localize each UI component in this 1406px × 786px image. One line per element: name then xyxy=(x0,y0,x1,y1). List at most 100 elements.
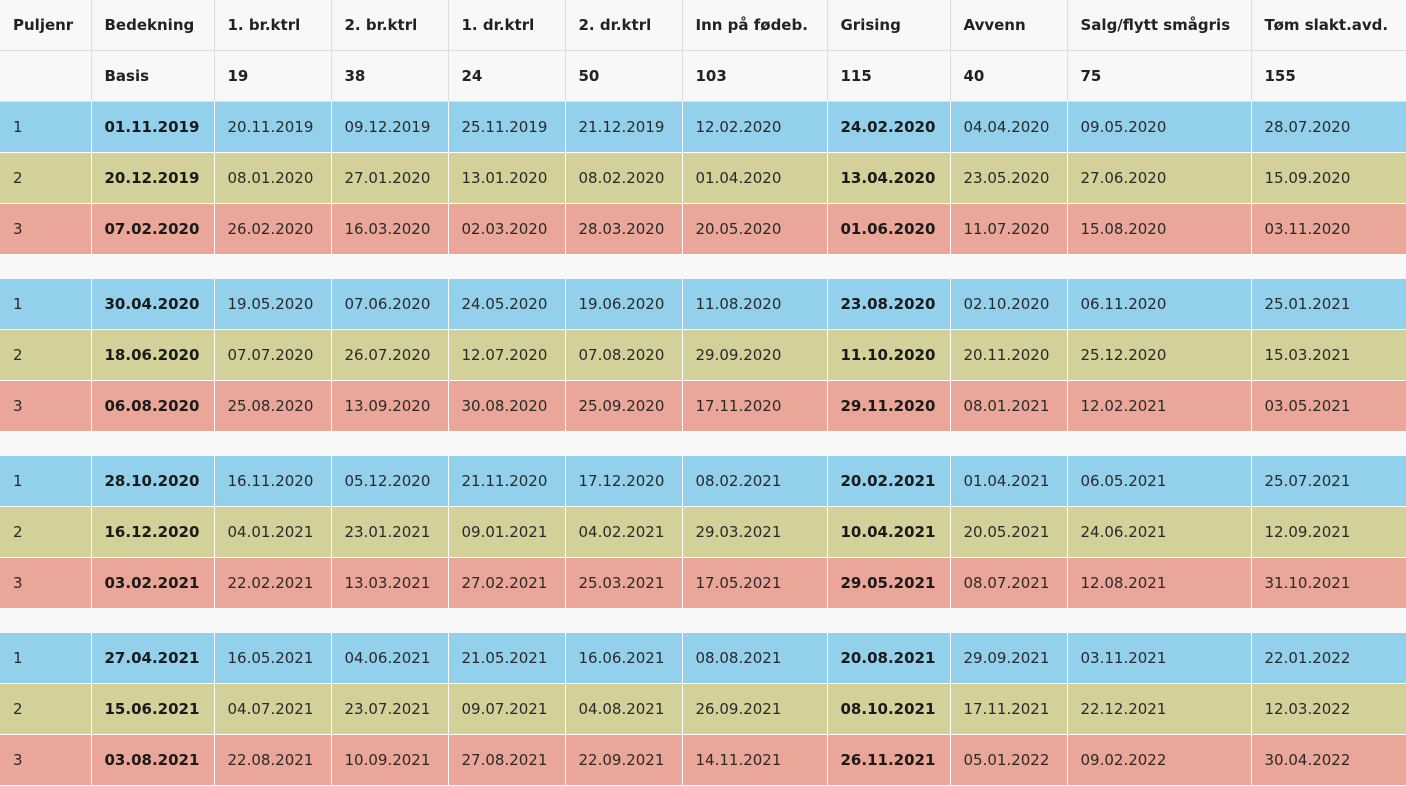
date-cell: 20.05.2020 xyxy=(682,203,828,255)
date-cell: 21.11.2020 xyxy=(448,456,566,507)
date-cell: 13.03.2021 xyxy=(331,557,449,609)
date-cell: 17.12.2020 xyxy=(565,456,683,507)
date-cell: 28.07.2020 xyxy=(1251,101,1406,153)
date-cell: 29.09.2020 xyxy=(682,329,828,381)
pulje-number-cell: 3 xyxy=(0,734,92,786)
date-cell: 15.03.2021 xyxy=(1251,329,1406,381)
date-cell: 28.10.2020 xyxy=(91,456,215,507)
date-cell: 01.04.2021 xyxy=(950,456,1068,507)
date-cell: 13.09.2020 xyxy=(331,380,449,432)
date-cell: 03.11.2020 xyxy=(1251,203,1406,255)
date-cell: 08.08.2021 xyxy=(682,633,828,684)
date-cell: 27.02.2021 xyxy=(448,557,566,609)
column-header: Salg/flytt smågris xyxy=(1067,0,1252,51)
column-header: Grising xyxy=(827,0,951,51)
date-cell: 11.08.2020 xyxy=(682,279,828,330)
date-cell: 08.01.2020 xyxy=(214,152,332,204)
pulje-number-cell: 1 xyxy=(0,101,92,153)
date-cell: 19.06.2020 xyxy=(565,279,683,330)
pulje-number-cell: 3 xyxy=(0,557,92,609)
date-cell: 29.05.2021 xyxy=(827,557,951,609)
column-header: 2. br.ktrl xyxy=(331,0,449,51)
date-cell: 16.12.2020 xyxy=(91,506,215,558)
date-cell: 12.08.2021 xyxy=(1067,557,1252,609)
date-cell: 20.05.2021 xyxy=(950,506,1068,558)
date-cell: 04.04.2020 xyxy=(950,101,1068,153)
date-cell: 25.09.2020 xyxy=(565,380,683,432)
basis-cell: 19 xyxy=(214,50,332,102)
date-cell: 12.03.2022 xyxy=(1251,683,1406,735)
date-cell: 21.05.2021 xyxy=(448,633,566,684)
date-cell: 08.01.2021 xyxy=(950,380,1068,432)
date-cell: 04.06.2021 xyxy=(331,633,449,684)
basis-cell: 75 xyxy=(1067,50,1252,102)
date-cell: 26.11.2021 xyxy=(827,734,951,786)
date-cell: 20.08.2021 xyxy=(827,633,951,684)
date-cell: 06.08.2020 xyxy=(91,380,215,432)
date-cell: 15.09.2020 xyxy=(1251,152,1406,204)
date-cell: 09.12.2019 xyxy=(331,101,449,153)
table-row: 2 15.06.2021 04.07.2021 23.07.2021 09.07.202… xyxy=(0,683,1406,735)
date-cell: 10.09.2021 xyxy=(331,734,449,786)
date-cell: 24.05.2020 xyxy=(448,279,566,330)
date-cell: 14.11.2021 xyxy=(682,734,828,786)
date-cell: 25.11.2019 xyxy=(448,101,566,153)
date-cell: 09.01.2021 xyxy=(448,506,566,558)
date-cell: 30.04.2020 xyxy=(91,279,215,330)
date-cell: 04.02.2021 xyxy=(565,506,683,558)
group-spacer xyxy=(0,254,1406,279)
pulje-number-cell: 2 xyxy=(0,329,92,381)
pulje-number-cell: 1 xyxy=(0,279,92,330)
date-cell: 26.09.2021 xyxy=(682,683,828,735)
date-cell: 12.02.2020 xyxy=(682,101,828,153)
date-cell: 20.12.2019 xyxy=(91,152,215,204)
date-cell: 30.04.2022 xyxy=(1251,734,1406,786)
column-header: 1. dr.ktrl xyxy=(448,0,566,51)
date-cell: 20.11.2019 xyxy=(214,101,332,153)
date-cell: 29.03.2021 xyxy=(682,506,828,558)
date-cell: 17.11.2021 xyxy=(950,683,1068,735)
table-row: 3 07.02.2020 26.02.2020 16.03.2020 02.03.202… xyxy=(0,203,1406,255)
group-spacer-cell xyxy=(0,254,1406,279)
date-cell: 12.07.2020 xyxy=(448,329,566,381)
date-cell: 16.11.2020 xyxy=(214,456,332,507)
date-cell: 03.05.2021 xyxy=(1251,380,1406,432)
table-row: 2 18.06.2020 07.07.2020 26.07.2020 12.07.202… xyxy=(0,329,1406,381)
column-header: Avvenn xyxy=(950,0,1068,51)
date-cell: 04.01.2021 xyxy=(214,506,332,558)
date-cell: 15.08.2020 xyxy=(1067,203,1252,255)
date-cell: 24.02.2020 xyxy=(827,101,951,153)
date-cell: 26.07.2020 xyxy=(331,329,449,381)
date-cell: 26.02.2020 xyxy=(214,203,332,255)
date-cell: 25.08.2020 xyxy=(214,380,332,432)
date-cell: 22.08.2021 xyxy=(214,734,332,786)
date-cell: 03.02.2021 xyxy=(91,557,215,609)
table-row: 3 06.08.2020 25.08.2020 13.09.2020 30.08.202… xyxy=(0,380,1406,432)
date-cell: 04.07.2021 xyxy=(214,683,332,735)
date-cell: 17.05.2021 xyxy=(682,557,828,609)
date-cell: 25.07.2021 xyxy=(1251,456,1406,507)
pulje-number-cell: 2 xyxy=(0,152,92,204)
pulje-number-cell: 3 xyxy=(0,203,92,255)
table-row: 1 27.04.2021 16.05.2021 04.06.2021 21.05.202… xyxy=(0,633,1406,684)
date-cell: 01.04.2020 xyxy=(682,152,828,204)
date-cell: 17.11.2020 xyxy=(682,380,828,432)
column-header: Inn på fødeb. xyxy=(682,0,828,51)
date-cell: 07.08.2020 xyxy=(565,329,683,381)
table-row: 1 30.04.2020 19.05.2020 07.06.2020 24.05.202… xyxy=(0,279,1406,330)
column-header: 2. dr.ktrl xyxy=(565,0,683,51)
pulje-number-cell: 1 xyxy=(0,633,92,684)
table-row: 2 20.12.2019 08.01.2020 27.01.2020 13.01.202… xyxy=(0,152,1406,204)
date-cell: 22.12.2021 xyxy=(1067,683,1252,735)
date-cell: 28.03.2020 xyxy=(565,203,683,255)
date-cell: 07.07.2020 xyxy=(214,329,332,381)
header-row: Puljenr Bedekning 1. br.ktrl 2. br.ktrl 1. d… xyxy=(0,0,1406,51)
table-row: 1 28.10.2020 16.11.2020 05.12.2020 21.11.202… xyxy=(0,456,1406,507)
date-cell: 12.09.2021 xyxy=(1251,506,1406,558)
date-cell: 06.05.2021 xyxy=(1067,456,1252,507)
group-spacer-cell xyxy=(0,431,1406,456)
date-cell: 16.06.2021 xyxy=(565,633,683,684)
table-row: 2 16.12.2020 04.01.2021 23.01.2021 09.01.202… xyxy=(0,506,1406,558)
date-cell: 06.11.2020 xyxy=(1067,279,1252,330)
table-row: 3 03.02.2021 22.02.2021 13.03.2021 27.02.202… xyxy=(0,557,1406,609)
